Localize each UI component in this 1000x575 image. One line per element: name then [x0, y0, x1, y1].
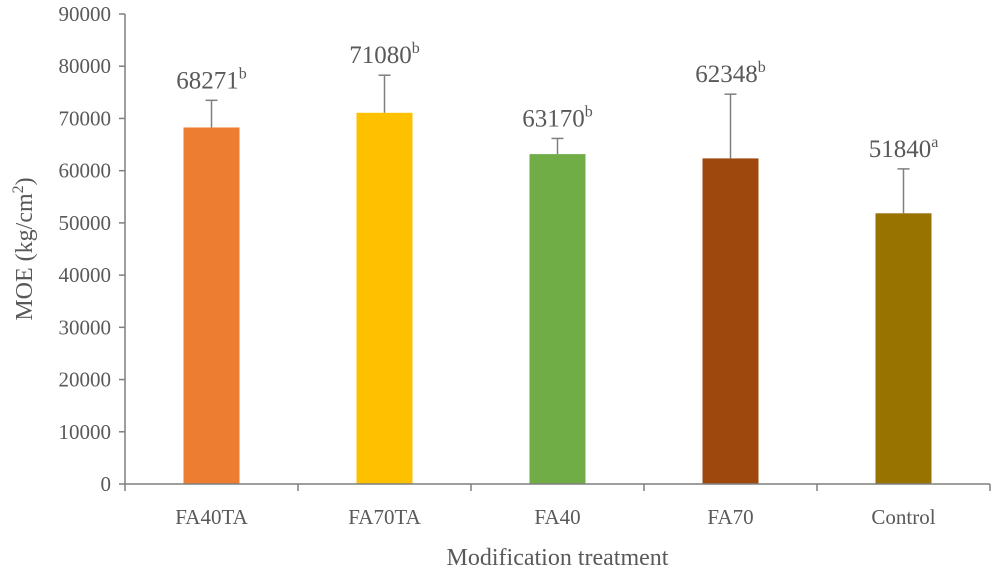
- y-tick-label: 30000: [59, 315, 112, 339]
- y-axis-title-main: MOE (kg/cm: [12, 193, 38, 321]
- data-label: 51840a: [869, 134, 939, 163]
- y-axis-title: MOE (kg/cm2): [10, 177, 38, 320]
- data-label: 63170b: [522, 103, 593, 132]
- bar-fa40: [529, 154, 586, 484]
- x-tick-label: FA70TA: [348, 505, 421, 529]
- x-tick-label: FA40TA: [175, 505, 248, 529]
- y-tick-label: 40000: [59, 263, 112, 287]
- data-labels: 68271b 71080b 63170b 62348b 51840a: [176, 40, 938, 163]
- x-axis-tick-labels: FA40TA FA70TA FA40 FA70 Control: [124, 484, 991, 529]
- y-tick-label: 20000: [59, 368, 112, 392]
- data-label: 62348b: [695, 59, 766, 88]
- y-tick-label: 90000: [59, 2, 112, 26]
- y-axis-ticks: 0 10000 20000 30000 40000 50000 60000 70000 8000…: [59, 2, 125, 496]
- y-tick-label: 10000: [59, 420, 112, 444]
- bar-fa70: [702, 158, 759, 484]
- y-tick-label: 70000: [59, 106, 112, 130]
- bar-fa70ta: [356, 112, 413, 484]
- y-tick-label: 60000: [59, 159, 112, 183]
- bar-control: [875, 213, 932, 484]
- data-label: 68271b: [176, 65, 247, 94]
- x-axis-title: Modification treatment: [447, 545, 669, 571]
- y-tick-label: 0: [101, 472, 112, 496]
- bars: [183, 112, 932, 484]
- y-axis-title-end: ): [12, 177, 38, 185]
- data-label: 71080b: [349, 40, 420, 69]
- x-tick-label: FA40: [534, 505, 580, 529]
- y-tick-label: 80000: [59, 54, 112, 78]
- x-tick-label: FA70: [707, 505, 753, 529]
- y-tick-label: 50000: [59, 211, 112, 235]
- bar-fa40ta: [183, 127, 240, 484]
- error-bars: [205, 74, 910, 214]
- x-tick-label: Control: [871, 505, 935, 529]
- y-axis-title-superscript: 2: [10, 185, 27, 193]
